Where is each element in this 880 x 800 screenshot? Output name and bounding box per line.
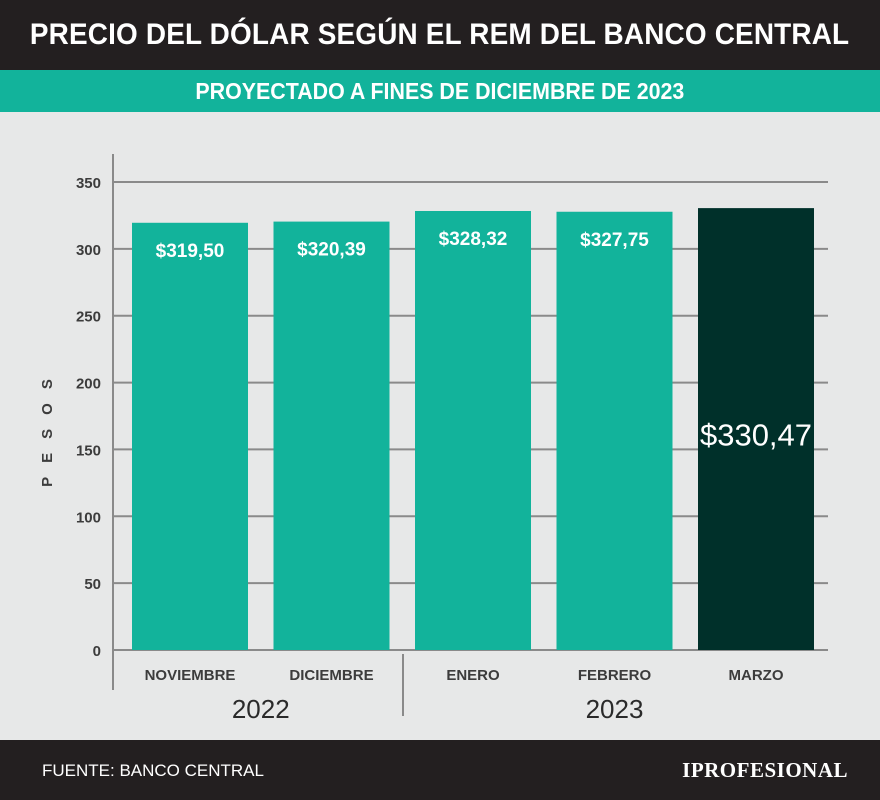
chart-subtitle: PROYECTADO A FINES DE DICIEMBRE DE 2023 bbox=[195, 77, 685, 104]
x-tick-label: MARZO bbox=[729, 667, 784, 684]
bars bbox=[132, 208, 814, 650]
x-tick-label: DICIEMBRE bbox=[289, 667, 373, 684]
y-tick-label: 350 bbox=[76, 175, 101, 192]
y-tick-label: 100 bbox=[76, 509, 101, 526]
bar bbox=[415, 210, 531, 650]
x-tick-label: ENERO bbox=[446, 667, 500, 684]
bar-value-labels: $319,50 $320,39 $328,32 $327,75 $330,47 bbox=[156, 229, 812, 452]
x-tick-label: NOVIEMBRE bbox=[145, 667, 236, 684]
bar-value-label: $320,39 bbox=[297, 240, 366, 261]
y-tick-label: 300 bbox=[76, 242, 101, 259]
bar bbox=[556, 211, 673, 650]
bar-chart: 0 50 100 150 200 250 300 350 $319,50 $320,39 $328… bbox=[39, 154, 828, 724]
brand-logo: IPROFESIONAL bbox=[682, 758, 848, 782]
source-note: FUENTE: BANCO CENTRAL bbox=[42, 761, 264, 780]
y-axis-label: PESOS bbox=[39, 365, 56, 487]
chart-title: PRECIO DEL DÓLAR SEGÚN EL REM DEL BANCO … bbox=[30, 18, 850, 51]
y-tick-label: 50 bbox=[84, 576, 101, 593]
y-tick-label: 0 bbox=[93, 643, 101, 660]
bar-value-label: $327,75 bbox=[580, 230, 649, 251]
bar bbox=[132, 222, 248, 650]
x-tick-labels: NOVIEMBRE DICIEMBRE ENERO FEBRERO MARZO bbox=[145, 667, 784, 684]
bar-value-label: $328,32 bbox=[439, 229, 508, 250]
year-label: 2023 bbox=[586, 694, 644, 724]
y-tick-label: 250 bbox=[76, 309, 101, 326]
y-tick-label: 200 bbox=[76, 376, 101, 393]
bar bbox=[698, 208, 814, 650]
y-axis-title: PESOS bbox=[39, 365, 56, 487]
footer-bar: FUENTE: BANCO CENTRAL IPROFESIONAL bbox=[0, 740, 880, 800]
title-bar: PRECIO DEL DÓLAR SEGÚN EL REM DEL BANCO … bbox=[0, 0, 880, 70]
y-tick-label: 150 bbox=[76, 442, 101, 459]
year-labels: 2022 2023 bbox=[232, 694, 644, 724]
bar-value-label: $319,50 bbox=[156, 241, 225, 262]
bar-value-label: $330,47 bbox=[700, 417, 812, 452]
bar bbox=[273, 221, 390, 650]
x-tick-label: FEBRERO bbox=[578, 667, 652, 684]
subtitle-bar: PROYECTADO A FINES DE DICIEMBRE DE 2023 bbox=[0, 70, 880, 112]
y-tick-labels: 0 50 100 150 200 250 300 350 bbox=[76, 175, 101, 660]
year-label: 2022 bbox=[232, 694, 290, 724]
